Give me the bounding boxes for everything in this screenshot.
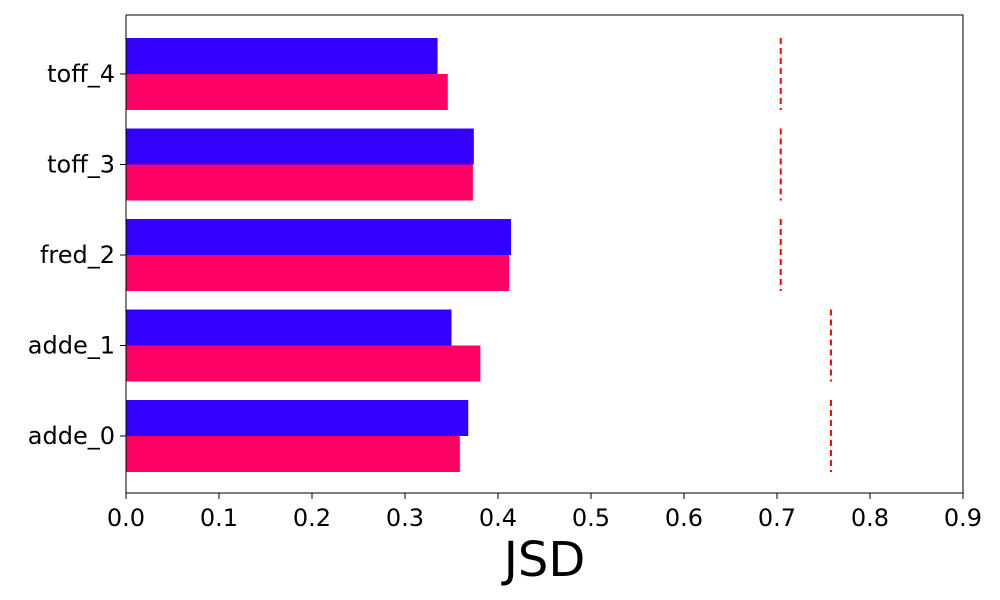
x-tick-label: 0.0 — [107, 504, 145, 532]
bar-toff_4-series-1 — [126, 74, 448, 110]
x-tick-label: 0.2 — [293, 504, 331, 532]
bars-layer — [126, 38, 512, 472]
bar-adde_1-series-1 — [126, 345, 481, 382]
reference-lines-layer — [779, 38, 832, 472]
x-tick-label: 0.8 — [851, 504, 889, 532]
x-tick-label: 0.9 — [944, 504, 982, 532]
bar-adde_0-series-1 — [126, 436, 460, 472]
bar-adde_0-series-0 — [126, 400, 469, 436]
x-tick-label: 0.4 — [479, 504, 517, 532]
x-axis-title: JSD — [501, 532, 586, 588]
x-tick-label: 0.3 — [386, 504, 424, 532]
bar-fred_2-series-0 — [126, 219, 512, 255]
bar-fred_2-series-1 — [126, 255, 510, 291]
x-tick-label: 0.5 — [572, 504, 610, 532]
y-tick-label-fred_2: fred_2 — [40, 241, 115, 269]
y-axis: adde_0 adde_1 fred_2 toff_3 toff_4 — [28, 60, 126, 450]
bar-toff_3-series-1 — [126, 164, 473, 201]
y-tick-label-toff_3: toff_3 — [47, 151, 115, 179]
bar-toff_4-series-0 — [126, 38, 438, 74]
x-tick-label: 0.6 — [665, 504, 703, 532]
x-axis: 0.0 0.1 0.2 0.3 0.4 0.5 0.6 0.7 0.8 0.9 — [107, 493, 982, 532]
y-tick-label-toff_4: toff_4 — [47, 60, 115, 88]
bar-adde_1-series-0 — [126, 309, 452, 346]
bar-toff_3-series-0 — [126, 128, 474, 165]
x-tick-label: 0.1 — [200, 504, 238, 532]
x-tick-label: 0.7 — [758, 504, 796, 532]
y-tick-label-adde_1: adde_1 — [28, 332, 115, 360]
y-tick-label-adde_0: adde_0 — [28, 422, 115, 450]
plot-frame — [125, 14, 964, 494]
